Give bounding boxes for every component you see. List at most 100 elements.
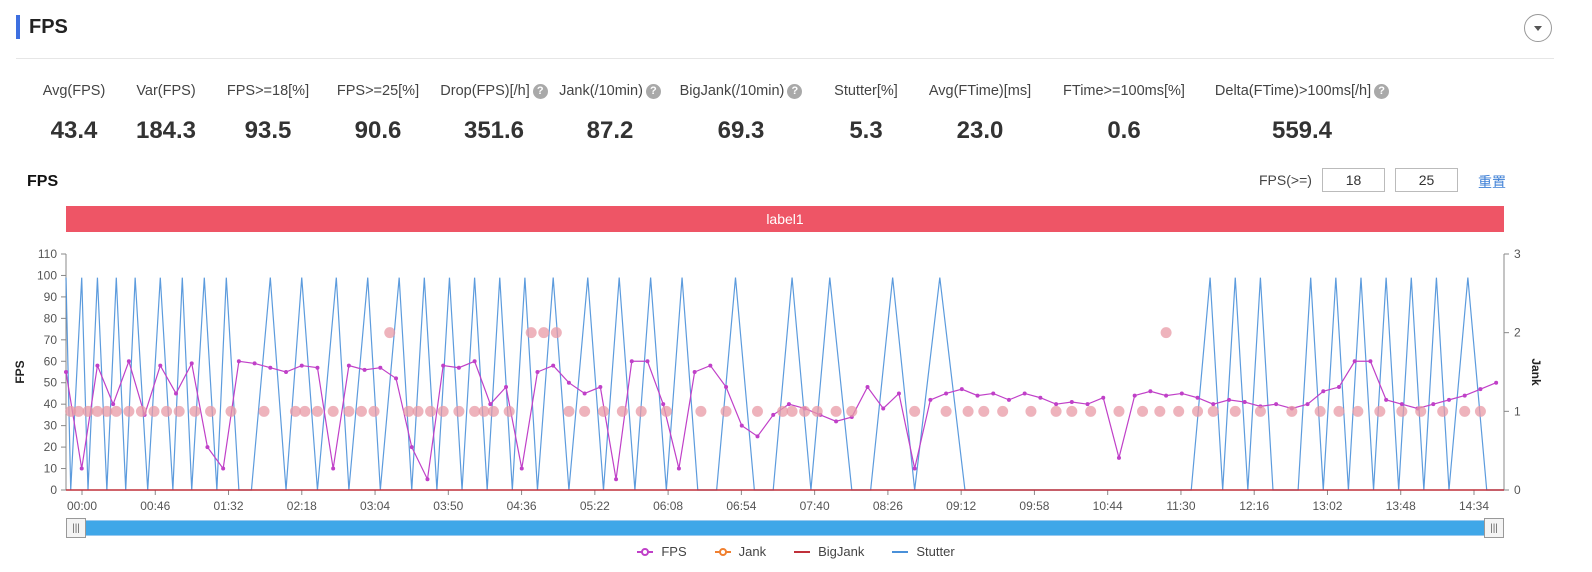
jank-marker [720, 405, 732, 417]
fps-point [79, 466, 84, 471]
range-slider-track[interactable] [66, 520, 1504, 536]
metric-label-text: Avg(FPS) [42, 83, 106, 99]
x-tick-label: 13:02 [1312, 499, 1342, 510]
jank-marker [978, 405, 990, 417]
fps-chart[interactable]: 0 10 20 30 40 50 60 70 80 90 100 110 0 1 2 3 00:00 00:46 0… [0, 240, 1592, 510]
range-slider-start-handle[interactable]: ||| [66, 518, 86, 538]
jank-marker [1229, 405, 1241, 417]
y-tick-label: 70 [44, 333, 58, 347]
fps-point [991, 391, 996, 396]
jank-marker [695, 405, 707, 417]
metric-7: Stutter[%] 5.3 [816, 80, 916, 145]
metric-label-text: BigJank(/10min) [679, 83, 785, 99]
fps-point [535, 370, 540, 374]
section-title: FPS [29, 15, 68, 38]
legend-swatch [637, 547, 654, 556]
fps-point [158, 363, 163, 368]
fps-point [126, 359, 131, 364]
jank-marker [1437, 405, 1449, 417]
jank-marker [173, 405, 185, 417]
jank-marker [1207, 405, 1219, 417]
help-icon[interactable]: ? [787, 83, 803, 99]
jank-marker [1254, 405, 1266, 417]
y-tick-label: 0 [50, 483, 57, 497]
fps-point [1116, 455, 1121, 460]
legend-item-bigjank[interactable]: BigJank [794, 544, 864, 559]
fps-point [1321, 389, 1326, 394]
fps-point [64, 370, 68, 374]
reset-link[interactable]: 重置 [1478, 174, 1506, 190]
jank-marker [425, 405, 437, 417]
jank-marker [343, 405, 355, 417]
jank-marker [1333, 405, 1345, 417]
range-slider-end-handle[interactable]: ||| [1484, 518, 1504, 538]
jank-marker [1459, 405, 1471, 417]
jank-marker [1154, 405, 1166, 417]
threshold-low-input[interactable] [1322, 168, 1385, 192]
jank-marker [830, 405, 842, 417]
y2-tick-label: 2 [1514, 326, 1521, 340]
metrics-row: Avg(FPS) 43.4 Var(FPS) 184.3 FPS>=18[%] 93.5 F… [30, 80, 1400, 145]
fps-point [472, 359, 477, 364]
jank-marker [189, 405, 201, 417]
metric-value: 184.3 [135, 117, 197, 144]
fps-point [896, 391, 901, 396]
legend-item-stutter[interactable]: Stutter [892, 544, 955, 559]
label-band[interactable]: label1 [66, 206, 1504, 232]
jank-marker [355, 405, 367, 417]
y-tick-label: 60 [44, 354, 58, 368]
metric-value: 0.6 [1107, 117, 1141, 144]
fps-point [1022, 391, 1027, 396]
jank-marker [1415, 405, 1427, 417]
threshold-label: FPS(>=) [1259, 172, 1312, 188]
fps-point [692, 370, 697, 374]
metric-10: Delta(FTime)>100ms[/h]? 559.4 [1204, 80, 1400, 145]
metric-1: Var(FPS) 184.3 [118, 80, 214, 145]
jank-marker [368, 405, 380, 417]
fps-point [786, 402, 791, 407]
jank-marker [1085, 405, 1097, 417]
jank-marker [503, 405, 515, 417]
fps-point [1399, 402, 1404, 407]
metric-8: Avg(FTime)[ms] 23.0 [916, 80, 1044, 145]
fps-point [582, 391, 587, 396]
fps-point [95, 363, 100, 368]
jank-marker [962, 405, 974, 417]
y-axis-title: FPS [13, 360, 27, 383]
jank-marker [616, 405, 628, 417]
help-icon[interactable]: ? [1374, 83, 1390, 99]
fps-point [881, 406, 886, 411]
fps-point [1336, 385, 1341, 390]
jank-marker [799, 405, 811, 417]
fps-point [1195, 395, 1200, 400]
fps-point [111, 402, 116, 407]
x-tick-label: 07:40 [800, 499, 830, 510]
x-tick-label: 06:08 [653, 499, 683, 510]
metric-label: Avg(FPS) [43, 80, 106, 102]
y2-tick-label: 1 [1514, 404, 1521, 418]
jank-marker [1137, 405, 1149, 417]
jank-marker [412, 405, 424, 417]
jank-marker [538, 327, 550, 339]
jank-marker [1396, 405, 1408, 417]
x-tick-label: 02:18 [287, 499, 317, 510]
x-tick-label: 06:54 [726, 499, 756, 510]
fps-point [1384, 397, 1389, 402]
collapse-button[interactable] [1524, 14, 1552, 42]
fps-point [865, 385, 870, 390]
fps-point [676, 466, 681, 471]
jank-marker [487, 405, 499, 417]
legend-label: BigJank [818, 544, 865, 559]
fps-point [1446, 397, 1451, 402]
help-icon[interactable]: ? [645, 83, 661, 99]
legend-item-fps[interactable]: FPS [637, 544, 687, 559]
help-icon[interactable]: ? [532, 83, 548, 99]
metric-label-text: Stutter[%] [834, 83, 898, 99]
threshold-high-input[interactable] [1395, 168, 1458, 192]
legend-item-jank[interactable]: Jank [714, 544, 766, 559]
fps-point [394, 376, 399, 381]
metric-label-text: FPS>=25[%] [336, 83, 420, 99]
metric-value: 43.4 [50, 117, 98, 144]
fps-point [1085, 402, 1090, 407]
jank-marker [1160, 327, 1172, 339]
